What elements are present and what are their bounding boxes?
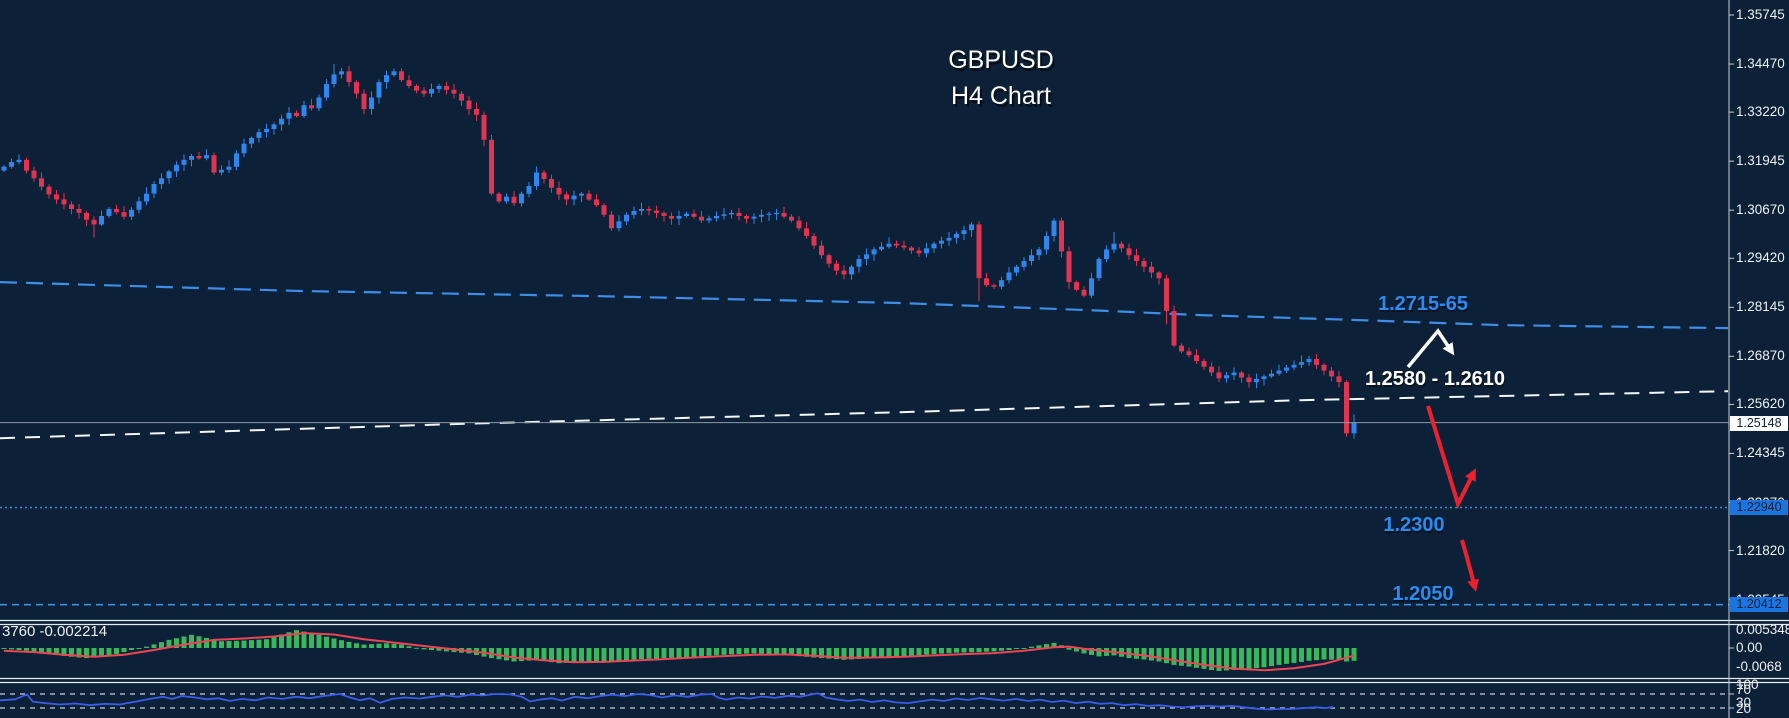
white-bounce-arrow bbox=[1406, 328, 1455, 369]
price-axis-label: 1.26870 bbox=[1736, 348, 1785, 364]
price-axis-label: 1.33220 bbox=[1736, 104, 1785, 120]
price-axis-label: 1.34470 bbox=[1736, 56, 1785, 72]
current-price-tag: 1.25148 bbox=[1730, 416, 1788, 431]
price-axis-label: 1.21820 bbox=[1736, 542, 1785, 558]
target2-label: 1.2050 bbox=[1392, 583, 1454, 605]
osc-scale-30: 30 bbox=[1736, 695, 1752, 710]
price-axis-label: 1.25620 bbox=[1736, 396, 1785, 412]
price-axis-label: 1.30670 bbox=[1736, 202, 1785, 218]
osc-scale-100: 100 bbox=[1736, 677, 1759, 692]
chart-title-symbol: GBPUSD bbox=[948, 46, 1054, 74]
red-drop-bounce-arrow bbox=[1426, 405, 1476, 510]
support2-price-tag: 1.20412 bbox=[1730, 597, 1788, 612]
price-axis-label: 1.31945 bbox=[1736, 153, 1785, 169]
chart-title: GBPUSD H4 Chart bbox=[935, 42, 1067, 114]
macd-scale-min: -0.0068 bbox=[1736, 659, 1782, 674]
red-continuation-arrow bbox=[1460, 539, 1479, 592]
macd-scale-zero: 0.00 bbox=[1736, 640, 1763, 655]
support1-price-tag: 1.22940 bbox=[1730, 500, 1788, 515]
price-axis-label: 1.29420 bbox=[1736, 250, 1785, 266]
price-axis-label: 1.24345 bbox=[1736, 445, 1785, 461]
supply-zone-label: 1.2580 - 1.2610 bbox=[1364, 368, 1506, 390]
target1-label: 1.2300 bbox=[1383, 514, 1445, 536]
macd-scale-max: 0.005348 bbox=[1736, 622, 1789, 637]
resistance-zone-label: 1.2715-65 bbox=[1377, 293, 1469, 315]
price-axis-label: 1.28145 bbox=[1736, 299, 1785, 315]
osc-scale-20: 20 bbox=[1736, 701, 1752, 716]
osc-scale-70: 70 bbox=[1736, 682, 1752, 697]
price-axis-label: 1.35745 bbox=[1736, 7, 1785, 22]
macd-values-readout: 3760 -0.002214 bbox=[2, 623, 108, 640]
chart-title-timeframe: H4 Chart bbox=[950, 82, 1052, 110]
